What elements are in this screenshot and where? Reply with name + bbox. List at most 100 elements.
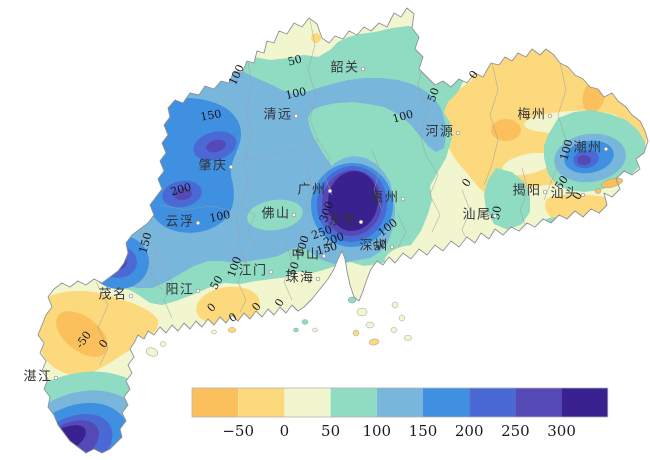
city-border-line <box>307 19 319 141</box>
city-border-line <box>483 61 499 186</box>
colorbar-swatch <box>284 388 331 417</box>
city-border-line <box>239 61 253 206</box>
island <box>398 314 406 322</box>
city-border-line <box>235 239 247 313</box>
city-border-line <box>304 164 313 223</box>
city-marker-dot <box>291 212 297 218</box>
contour-value-label: 100 <box>391 108 415 126</box>
colorbar-swatch <box>515 388 562 417</box>
city-label: 汕头 <box>550 187 579 202</box>
island <box>594 188 602 194</box>
contour-value-label: 150 <box>137 231 155 255</box>
city-label: 惠州 <box>370 191 399 206</box>
city-label: 揭阳 <box>512 184 541 199</box>
colorbar-swatch <box>469 388 516 417</box>
city-marker-dot <box>360 66 366 72</box>
contour-band <box>206 139 226 153</box>
contour-band <box>56 311 108 357</box>
colorbar-swatch <box>192 388 239 417</box>
city-label: 中山 <box>291 248 320 263</box>
city-label: 珠海 <box>285 271 314 286</box>
city-label: 韶关 <box>330 60 359 76</box>
contour-band <box>99 246 137 278</box>
contour-band <box>327 171 379 231</box>
city-label: 肇庆 <box>198 159 227 174</box>
colorbar-swatch <box>330 388 377 417</box>
colorbar-tick-label: 250 <box>501 422 530 440</box>
city-border-line <box>243 139 319 161</box>
city-border-line <box>95 281 109 366</box>
city-marker-dot <box>389 244 395 250</box>
city-border-line <box>235 211 241 241</box>
city-marker-dot <box>53 375 59 381</box>
city-marker-dot <box>580 192 586 198</box>
island <box>293 327 299 333</box>
contour-value-label: 50 <box>207 273 225 292</box>
island <box>301 319 309 325</box>
contour-value-label: 50 <box>371 237 388 253</box>
islands-layer <box>145 177 623 357</box>
city-marker-dot <box>400 196 406 202</box>
contour-value-label: 50 <box>425 86 442 104</box>
island <box>403 335 413 341</box>
colorbar-legend: −50 0 50 100 150 200 250 300 <box>191 387 609 440</box>
colorbar-tick-label: 200 <box>455 422 484 440</box>
colorbar-swatch <box>561 388 608 417</box>
contour-value-label: 200 <box>169 181 193 199</box>
city-label: 潮州 <box>573 141 602 156</box>
island <box>391 301 399 309</box>
city-marker-dot <box>293 113 299 119</box>
city-label: 梅州 <box>517 108 546 123</box>
city-marker-dot <box>195 220 201 226</box>
city-marker-dot <box>321 253 327 259</box>
city-label: 汕尾 <box>462 208 491 223</box>
city-label: 东莞 <box>328 214 357 229</box>
contour-band <box>311 33 321 43</box>
city-marker-dot <box>492 213 498 219</box>
city-label: 湛江 <box>23 370 52 385</box>
colorbar-tick-label: 100 <box>362 422 391 440</box>
city-label: 云浮 <box>165 215 194 230</box>
island <box>145 347 159 357</box>
city-border-line <box>461 189 471 243</box>
city-label: 河源 <box>425 125 454 140</box>
island <box>312 327 318 333</box>
colorbar-tick-label: 50 <box>321 422 340 440</box>
colorbar-swatch <box>376 388 423 417</box>
city-borders-layer <box>95 19 567 366</box>
colorbar-tick-label: 300 <box>547 422 576 440</box>
city-border-line <box>317 139 333 196</box>
contour-value-label: 50 <box>285 260 302 278</box>
city-marker-dot <box>358 219 364 225</box>
city-marker-dot <box>268 269 274 275</box>
island <box>356 307 368 317</box>
island <box>601 177 623 189</box>
colorbar-frame <box>191 387 609 418</box>
contour-band <box>282 271 314 291</box>
colorbar-tick-label: 150 <box>409 422 438 440</box>
contour-band <box>502 152 554 176</box>
city-label: 佛山 <box>261 207 290 222</box>
contour-value-label: 0 <box>570 190 585 202</box>
island <box>159 341 167 347</box>
contour-value-label: 100 <box>208 208 231 225</box>
province-outline <box>37 7 649 454</box>
city-marker-dot <box>315 276 321 282</box>
city-marker-dot <box>228 164 234 170</box>
city-label: 阳江 <box>165 283 194 298</box>
island <box>211 329 217 335</box>
contour-value-label: 100 <box>284 85 307 102</box>
colorbar-tick-label: 0 <box>280 422 290 440</box>
city-label: 茂名 <box>98 287 127 303</box>
city-border-line <box>519 167 529 229</box>
contour-value-label: 100 <box>558 138 576 162</box>
city-border-line <box>139 231 163 291</box>
city-marker-dot <box>547 113 553 119</box>
city-marker-dot <box>603 146 609 152</box>
contour-value-label: 150 <box>199 107 222 123</box>
city-border-line <box>425 154 441 233</box>
city-border-line <box>283 239 293 301</box>
city-marker-dot <box>542 189 548 195</box>
